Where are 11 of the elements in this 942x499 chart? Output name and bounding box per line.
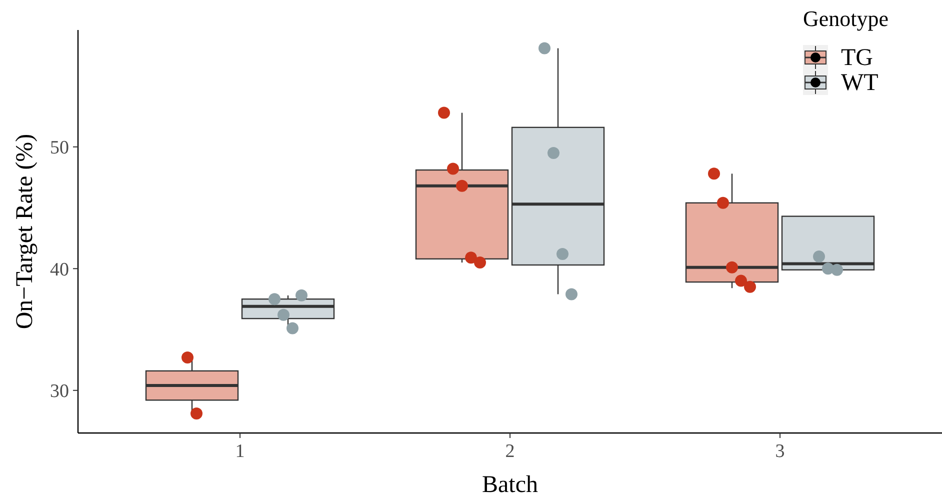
legend-label: TG [841, 45, 873, 71]
y-tick-label: 40 [50, 259, 69, 280]
legend-label: WT [841, 70, 879, 96]
legend-title: Genotype [803, 6, 889, 31]
y-tick-label: 30 [50, 381, 69, 402]
x-tick-label: 3 [775, 441, 785, 462]
y-axis-title: On−Target Rate (%) [12, 134, 38, 330]
x-axis-title: Batch [482, 472, 538, 498]
y-tick-label: 50 [50, 138, 69, 159]
x-tick-label: 2 [505, 441, 515, 462]
x-tick-label: 1 [235, 441, 245, 462]
